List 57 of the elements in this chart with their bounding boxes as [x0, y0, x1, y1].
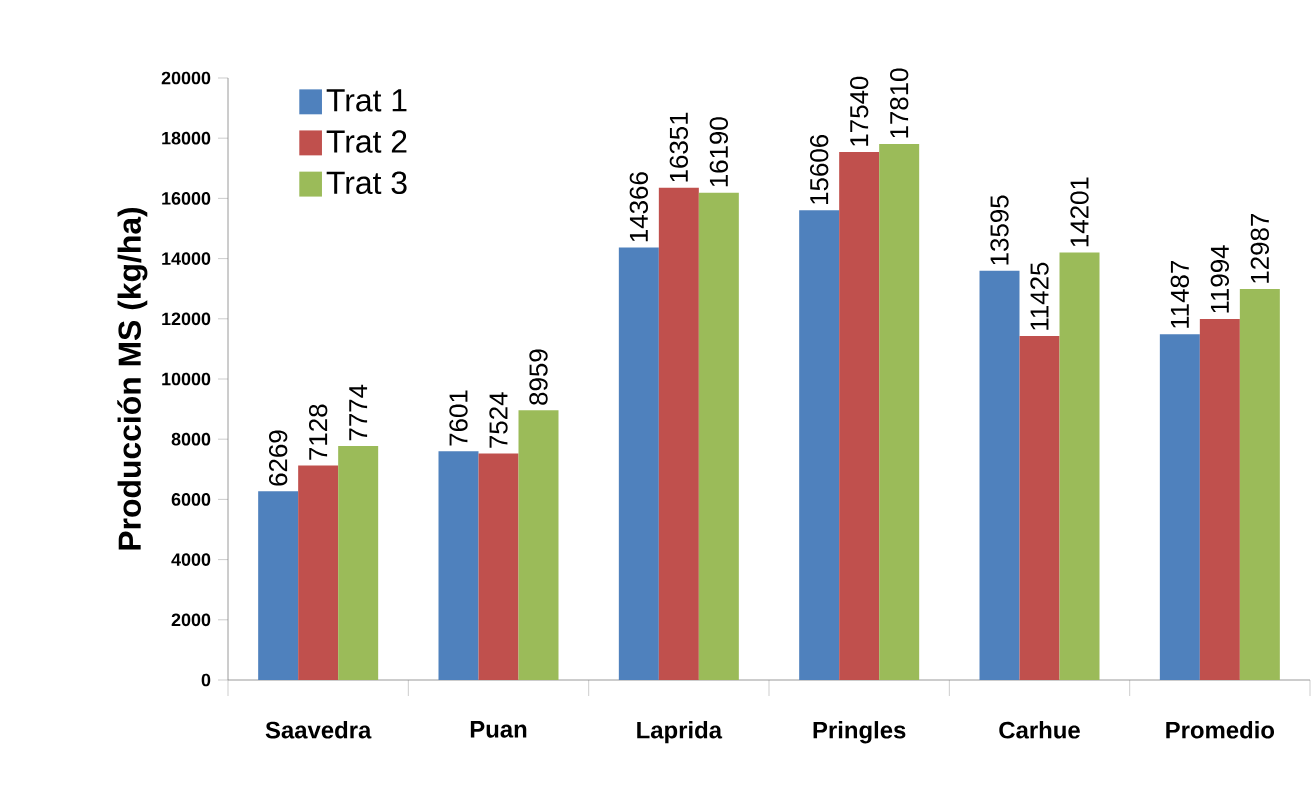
data-label: 11425: [1030, 262, 1049, 330]
y-tick-label: 2000: [171, 613, 211, 627]
y-tick-label: 12000: [162, 312, 211, 326]
bar: [298, 465, 339, 680]
legend-label: Trat 2: [326, 130, 407, 153]
x-tick-label: Pringles: [813, 721, 906, 744]
data-label: 14366: [629, 172, 648, 242]
y-tick-label: 8000: [171, 432, 211, 446]
data-label: 8959: [529, 349, 548, 405]
bar: [799, 210, 840, 680]
bar: [1239, 289, 1280, 680]
data-label: 14201: [1070, 177, 1089, 247]
bar: [658, 187, 699, 680]
data-label: 13595: [990, 195, 1009, 265]
data-label: 7128: [308, 404, 328, 460]
y-tick-label: 10000: [162, 372, 211, 386]
data-label: 15606: [810, 134, 829, 204]
y-tick-label: 20000: [161, 71, 211, 85]
bar: [618, 247, 659, 680]
x-tick-label: Saavedra: [265, 721, 372, 739]
data-label: 12987: [1250, 213, 1270, 283]
bar: [879, 143, 920, 680]
bar: [1019, 336, 1060, 680]
data-label: 17540: [850, 76, 869, 146]
y-tick-label: 16000: [162, 192, 211, 205]
bar: [438, 451, 479, 680]
bar: [1059, 252, 1100, 680]
bar: [1159, 334, 1200, 680]
x-tick-label: Laprida: [637, 721, 723, 744]
y-tick-label: 18000: [162, 131, 211, 145]
y-tick-label: 4000: [171, 553, 211, 566]
bar: [979, 270, 1020, 680]
data-label: 7524: [489, 392, 508, 448]
data-label: 6269: [268, 430, 288, 486]
data-label: 16190: [709, 117, 729, 187]
bar: [478, 453, 519, 680]
data-label: 7601: [449, 390, 468, 446]
data-label: 17810: [890, 68, 909, 138]
x-tick-label: Puan: [470, 721, 527, 738]
data-label: 11487: [1170, 261, 1190, 328]
bar: [698, 192, 739, 680]
bar: [338, 446, 379, 680]
bar: [839, 152, 880, 680]
y-tick-label: 14000: [162, 252, 211, 265]
y-tick-label: 6000: [171, 493, 211, 506]
bar: [518, 410, 559, 680]
data-label: 11994: [1210, 245, 1230, 313]
y-axis-title: Producción MS (kg/ha): [117, 207, 148, 550]
x-tick-label: Carhue: [999, 721, 1080, 739]
y-tick-label: 0: [201, 673, 211, 687]
data-label: 16351: [669, 112, 689, 182]
bar: [1199, 318, 1240, 680]
x-tick-label: Promedio: [1166, 721, 1275, 739]
data-label: 7774: [349, 384, 368, 441]
bar: [258, 491, 299, 680]
legend-label: Trat 1: [326, 89, 407, 112]
legend-label: Trat 3: [326, 171, 407, 195]
